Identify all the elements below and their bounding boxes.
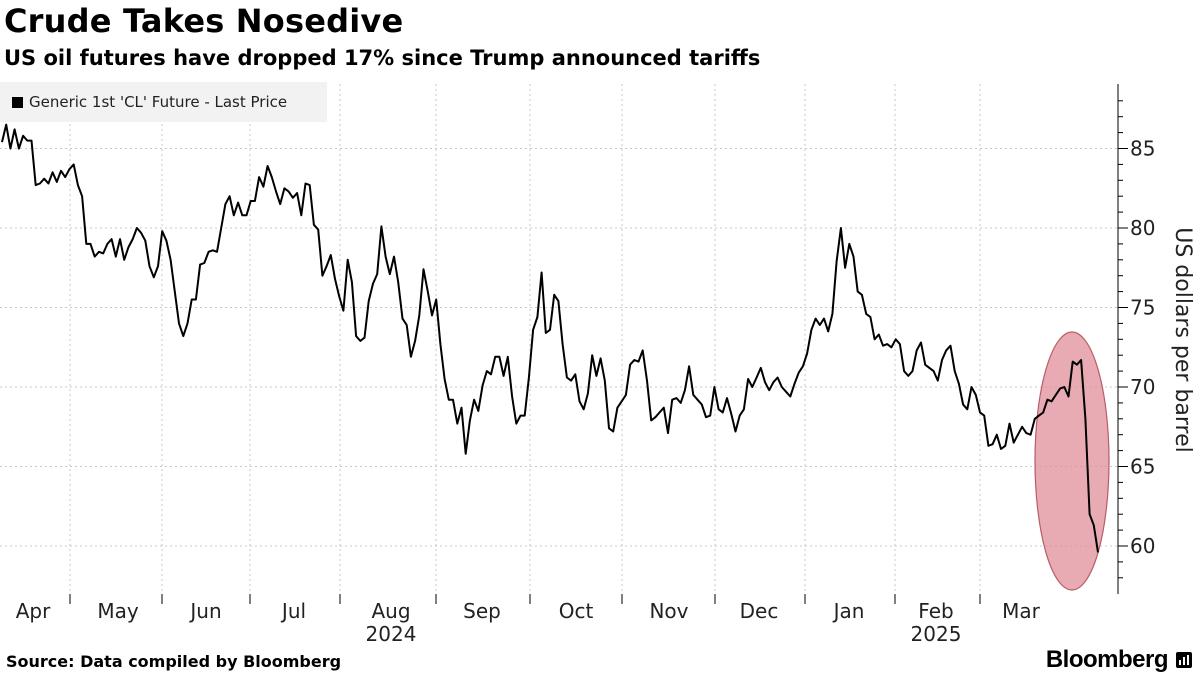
x-tick-label: May — [97, 599, 139, 623]
series-line — [1, 123, 1099, 553]
chart-legend: Generic 1st 'CL' Future - Last Price — [0, 82, 327, 122]
x-tick-label: Jul — [280, 599, 306, 623]
y-tick-label: 80 — [1130, 216, 1155, 240]
x-year-label: 2025 — [911, 622, 962, 646]
source-note: Source: Data compiled by Bloomberg — [6, 652, 342, 671]
x-tick-label: Aug — [371, 599, 410, 623]
highlight-ellipse — [1034, 331, 1110, 591]
x-tick-label: Dec — [740, 599, 779, 623]
chart-title: Crude Takes Nosedive — [4, 2, 404, 40]
brand-logo: Bloomberg — [1046, 646, 1192, 674]
x-tick-label: Jun — [188, 599, 221, 623]
x-tick-label: Mar — [1002, 599, 1041, 623]
y-tick-label: 75 — [1130, 296, 1155, 320]
x-tick-label: Nov — [649, 599, 688, 623]
y-tick-label: 60 — [1130, 534, 1155, 558]
y-tick-label: 70 — [1130, 375, 1155, 399]
y-tick-label: 85 — [1130, 137, 1155, 161]
x-tick-label: Feb — [918, 599, 953, 623]
chart-subtitle: US oil futures have dropped 17% since Tr… — [4, 46, 761, 70]
y-tick-label: 65 — [1130, 455, 1155, 479]
x-tick-label: Jan — [832, 599, 865, 623]
y-axis-title: US dollars per barrel — [1170, 227, 1195, 453]
legend-swatch-icon — [12, 96, 23, 108]
x-year-label: 2024 — [366, 622, 417, 646]
x-tick-label: Apr — [16, 599, 51, 623]
legend-label: Generic 1st 'CL' Future - Last Price — [29, 93, 288, 111]
x-tick-label: Oct — [559, 599, 594, 623]
x-tick-label: Sep — [463, 599, 501, 623]
brand-name: Bloomberg — [1045, 646, 1169, 673]
bloomberg-bars-icon — [1176, 652, 1192, 668]
